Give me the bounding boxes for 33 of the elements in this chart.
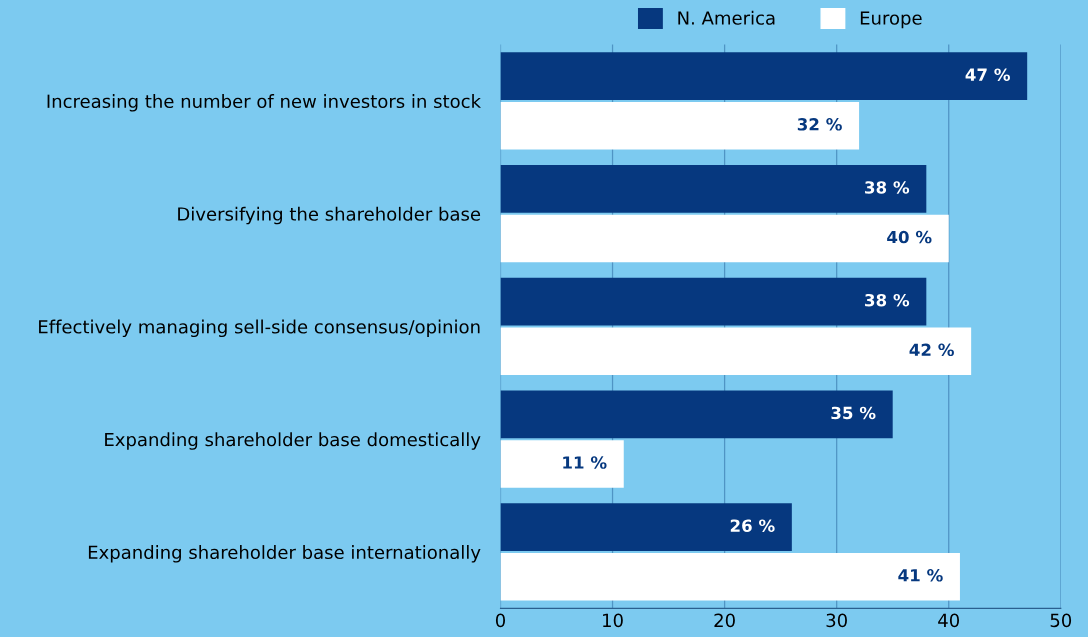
x-tick-label: 50 xyxy=(1050,613,1072,628)
y-tick-label: Expanding shareholder base domestically xyxy=(105,432,481,450)
bar xyxy=(500,327,972,376)
x-tick-label: 30 xyxy=(826,613,847,628)
data-label: 40 % xyxy=(887,230,932,244)
y-tick-label: Expanding shareholder base internationally xyxy=(88,545,481,563)
x-tick-label: 10 xyxy=(603,613,623,628)
data-label: 35 % xyxy=(831,406,876,420)
bar xyxy=(500,440,624,488)
x-tick-label: 20 xyxy=(714,613,735,628)
data-label: 47 % xyxy=(965,68,1010,81)
bar xyxy=(500,214,949,263)
bar xyxy=(500,165,927,213)
data-label: 11 % xyxy=(563,456,607,469)
y-tick-label: Effectively managing sell-side consensus/opinion xyxy=(39,319,480,338)
data-label: 32 % xyxy=(797,118,842,131)
bar xyxy=(500,101,860,150)
bar xyxy=(500,277,927,326)
y-tick-label: Increasing the number of new investors in stock xyxy=(47,94,481,112)
data-label: 41 % xyxy=(898,568,943,582)
bar xyxy=(500,52,1028,100)
legend-label: Europe xyxy=(860,11,922,29)
bar xyxy=(500,390,893,439)
data-label: 42 % xyxy=(909,343,954,357)
y-tick-label: Diversifying the shareholder base xyxy=(178,206,481,225)
x-tick-label: 0 xyxy=(495,613,506,628)
data-label: 38 % xyxy=(865,181,910,194)
data-label: 26 % xyxy=(730,519,775,532)
bar xyxy=(500,503,792,551)
data-label: 38 % xyxy=(865,293,910,307)
x-tick-label: 40 xyxy=(938,613,960,628)
legend-label: N. America xyxy=(678,10,775,25)
bar xyxy=(500,552,960,601)
